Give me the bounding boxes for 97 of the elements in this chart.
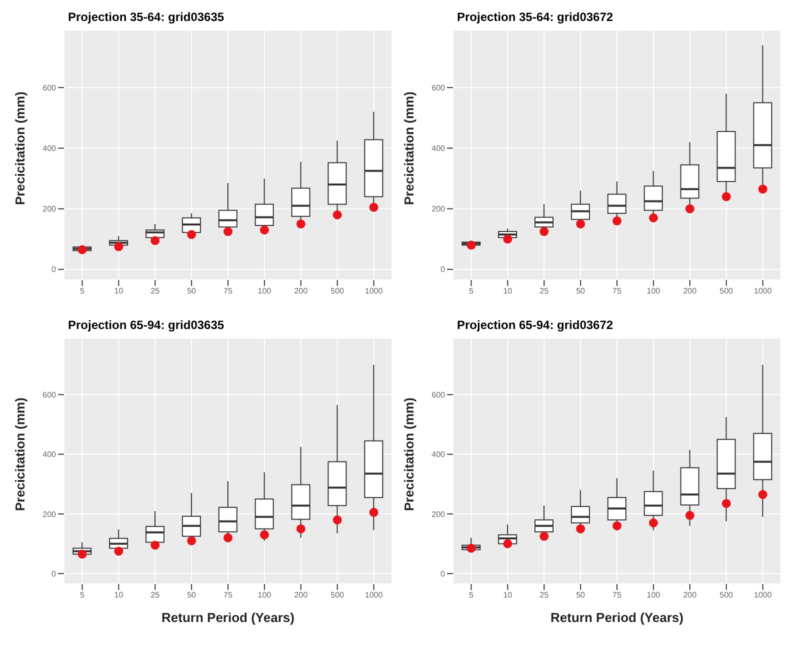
- x-tick-label: 10: [503, 286, 513, 296]
- point: [503, 234, 512, 244]
- y-tick-label: 400: [42, 144, 57, 154]
- x-tick-label: 1000: [754, 590, 772, 600]
- y-tick-label: 600: [42, 83, 57, 92]
- y-tick-label: 600: [42, 390, 57, 400]
- x-tick-label: 200: [294, 286, 308, 296]
- y-tick-label: 200: [432, 510, 446, 519]
- x-tick-label: 200: [294, 590, 308, 600]
- point: [540, 532, 549, 541]
- point: [758, 490, 768, 500]
- point: [78, 550, 87, 559]
- y-axis-title: Precicitation (mm): [402, 92, 417, 205]
- point: [540, 227, 549, 236]
- x-tick-label: 75: [612, 286, 622, 296]
- point: [758, 184, 768, 194]
- y-tick-label: 200: [42, 510, 57, 519]
- y-tick-label: 0: [52, 569, 57, 578]
- x-tick-label: 1000: [364, 590, 384, 600]
- x-tick-label: 1000: [364, 286, 384, 296]
- x-tick-label: 100: [646, 590, 661, 600]
- x-tick-label: 500: [720, 590, 734, 600]
- point: [150, 236, 160, 246]
- x-tick-label: 10: [114, 286, 124, 296]
- x-tick-label: 5: [468, 286, 474, 296]
- point: [612, 521, 622, 530]
- point: [296, 219, 306, 228]
- x-tick-label: 25: [540, 286, 550, 296]
- point: [648, 213, 658, 222]
- x-tick-label: 500: [330, 286, 345, 296]
- point: [685, 510, 694, 520]
- y-tick-label: 600: [432, 390, 446, 400]
- point: [332, 210, 342, 220]
- y-tick-label: 400: [432, 144, 446, 154]
- point: [612, 216, 622, 226]
- x-tick-label: 25: [540, 590, 550, 600]
- point: [369, 202, 378, 212]
- chart-title: Projection 65-94: grid03635: [67, 317, 226, 334]
- x-tick-label: 50: [187, 286, 197, 296]
- y-tick-label: 0: [440, 569, 446, 578]
- point: [296, 524, 306, 534]
- point: [466, 240, 476, 250]
- point: [224, 227, 232, 236]
- x-tick-label: 100: [646, 286, 661, 296]
- point: [466, 544, 476, 553]
- y-tick-label: 0: [440, 265, 446, 274]
- x-tick-label: 75: [224, 590, 233, 600]
- y-tick-label: 0: [52, 265, 57, 274]
- point: [332, 515, 342, 524]
- x-tick-label: 200: [683, 590, 698, 600]
- point: [260, 530, 269, 540]
- x-tick-label: 10: [114, 590, 124, 600]
- x-axis-title: Return Period (Years): [162, 610, 294, 625]
- chart-title: Projection 35-64: grid03635: [67, 9, 226, 26]
- x-tick-label: 5: [468, 590, 474, 600]
- x-tick-label: 25: [150, 286, 160, 296]
- x-tick-label: 1000: [754, 286, 772, 296]
- point: [187, 536, 196, 546]
- x-tick-label: 50: [576, 590, 586, 600]
- x-tick-label: 10: [503, 590, 513, 600]
- point: [260, 226, 269, 234]
- chart-title: Projection 65-94: grid03672: [456, 317, 614, 334]
- y-tick-label: 200: [42, 204, 57, 214]
- x-tick-label: 50: [576, 286, 586, 296]
- point: [78, 245, 87, 254]
- x-tick-label: 200: [683, 286, 698, 296]
- x-tick-label: 500: [720, 286, 734, 296]
- point: [722, 498, 731, 508]
- x-tick-label: 75: [224, 286, 233, 296]
- y-tick-label: 600: [432, 83, 446, 92]
- point: [114, 242, 124, 252]
- point: [369, 508, 378, 517]
- point: [685, 204, 694, 214]
- x-tick-label: 5: [80, 286, 85, 296]
- x-tick-label: 100: [258, 286, 272, 296]
- point: [114, 546, 124, 556]
- point: [648, 518, 658, 528]
- point: [722, 192, 731, 202]
- x-tick-label: 50: [187, 590, 197, 600]
- y-tick-label: 400: [432, 450, 446, 460]
- point: [187, 230, 196, 240]
- y-axis-title: Precicitation (mm): [12, 398, 28, 511]
- point: [576, 219, 586, 228]
- x-axis-title: Return Period (Years): [550, 610, 684, 625]
- x-tick-label: 500: [330, 590, 345, 600]
- y-axis-title: Precicitation (mm): [402, 398, 417, 511]
- x-tick-label: 75: [612, 590, 622, 600]
- point: [224, 533, 232, 542]
- chart-title: Projection 35-64: grid03672: [456, 9, 614, 26]
- point: [576, 524, 586, 534]
- point: [150, 540, 160, 550]
- x-tick-label: 25: [150, 590, 160, 600]
- y-axis-title: Precicitation (mm): [12, 92, 28, 205]
- x-tick-label: 5: [80, 590, 85, 600]
- y-tick-label: 200: [432, 204, 446, 214]
- y-tick-label: 400: [42, 450, 57, 460]
- x-tick-label: 100: [258, 590, 272, 600]
